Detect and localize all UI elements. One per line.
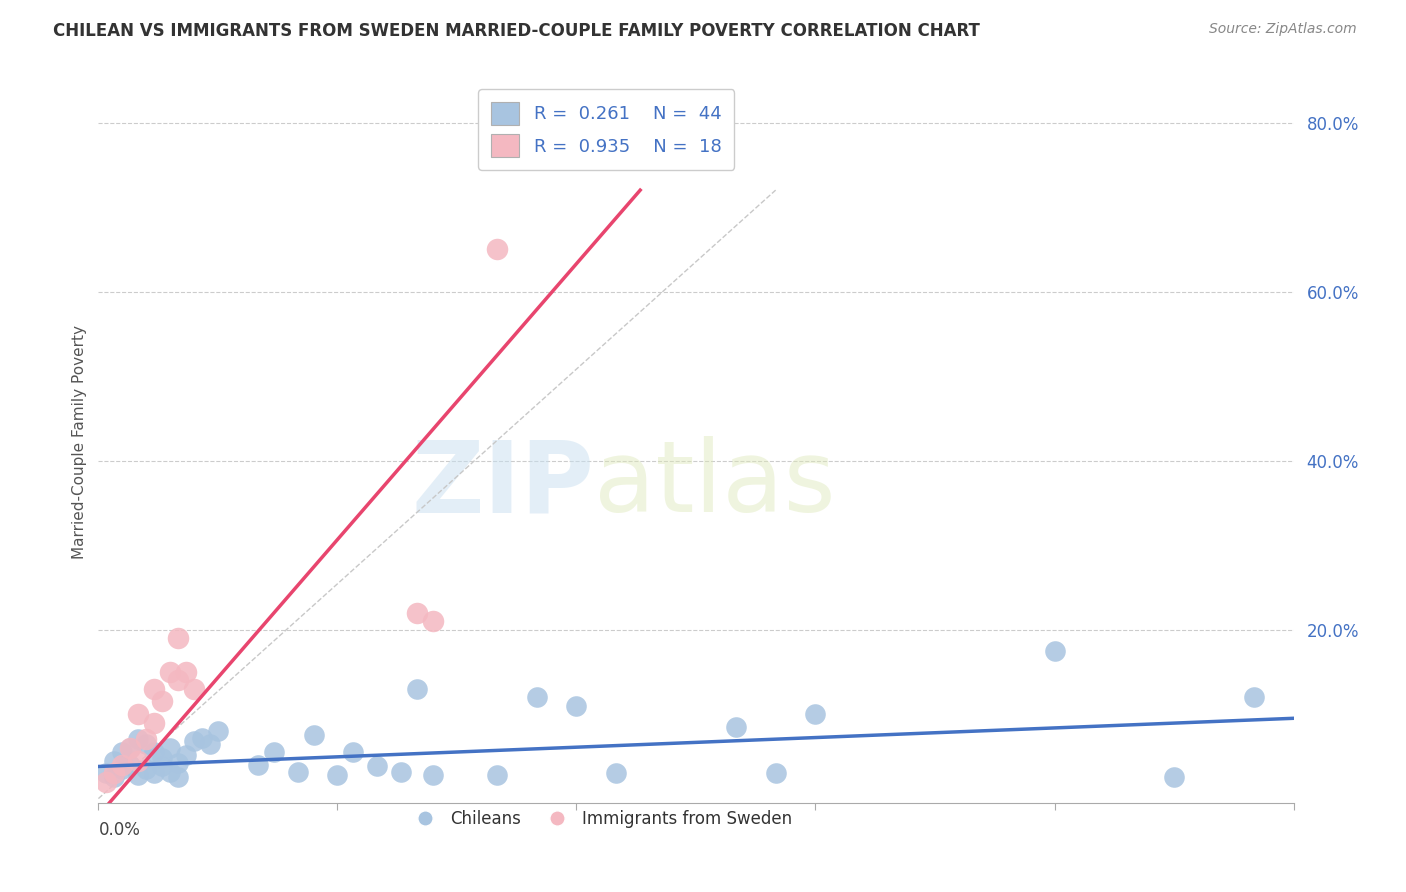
Point — [120, 740, 142, 755]
Point — [485, 242, 508, 256]
Point — [174, 665, 197, 679]
Point — [127, 768, 149, 782]
Point — [167, 771, 190, 785]
Point — [143, 715, 166, 730]
Point — [1043, 643, 1066, 657]
Point — [191, 731, 214, 745]
Point — [143, 766, 166, 780]
Point — [150, 759, 173, 773]
Point — [326, 768, 349, 782]
Text: 0.0%: 0.0% — [98, 821, 141, 838]
Point — [103, 766, 125, 780]
Point — [96, 766, 118, 780]
Point — [150, 694, 173, 708]
Point — [406, 606, 429, 620]
Point — [207, 723, 229, 738]
Point — [111, 757, 134, 772]
Point — [1243, 690, 1265, 705]
Point — [526, 690, 548, 705]
Point — [605, 766, 627, 780]
Point — [103, 754, 125, 768]
Point — [135, 762, 157, 776]
Point — [263, 745, 285, 759]
Point — [120, 740, 142, 755]
Point — [143, 681, 166, 696]
Point — [167, 756, 190, 770]
Point — [389, 764, 412, 779]
Point — [1163, 771, 1185, 785]
Point — [366, 759, 388, 773]
Point — [159, 740, 181, 755]
Point — [111, 745, 134, 759]
Y-axis label: Married-Couple Family Poverty: Married-Couple Family Poverty — [72, 325, 87, 558]
Point — [198, 737, 221, 751]
Point — [422, 768, 444, 782]
Point — [127, 707, 149, 722]
Point — [167, 673, 190, 688]
Text: CHILEAN VS IMMIGRANTS FROM SWEDEN MARRIED-COUPLE FAMILY POVERTY CORRELATION CHAR: CHILEAN VS IMMIGRANTS FROM SWEDEN MARRIE… — [53, 22, 980, 40]
Text: atlas: atlas — [595, 436, 837, 533]
Point — [565, 698, 588, 713]
Point — [302, 728, 325, 742]
Point — [724, 720, 747, 734]
Point — [422, 614, 444, 628]
Point — [765, 766, 787, 780]
Point — [804, 707, 827, 722]
Point — [111, 762, 134, 776]
Point — [183, 681, 205, 696]
Text: Source: ZipAtlas.com: Source: ZipAtlas.com — [1209, 22, 1357, 37]
Point — [287, 764, 309, 779]
Point — [342, 745, 364, 759]
Point — [120, 757, 142, 772]
Point — [127, 754, 149, 768]
Point — [96, 774, 118, 789]
Point — [150, 751, 173, 765]
Text: ZIP: ZIP — [412, 436, 595, 533]
Point — [246, 757, 269, 772]
Point — [159, 764, 181, 779]
Point — [174, 747, 197, 762]
Point — [159, 665, 181, 679]
Point — [103, 771, 125, 785]
Point — [406, 681, 429, 696]
Legend: Chileans, Immigrants from Sweden: Chileans, Immigrants from Sweden — [402, 803, 799, 834]
Point — [143, 745, 166, 759]
Point — [167, 631, 190, 645]
Point — [135, 732, 157, 747]
Point — [485, 768, 508, 782]
Point — [127, 732, 149, 747]
Point — [135, 737, 157, 751]
Point — [183, 734, 205, 748]
